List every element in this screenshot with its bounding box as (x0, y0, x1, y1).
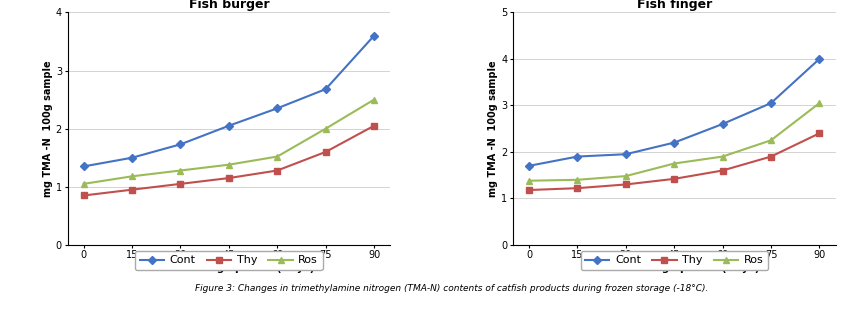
Thy (717, 169, 728, 172)
Ros (224, 163, 234, 166)
Text: Figure 3: Changes in trimethylamine nitrogen (TMA-N) contents of catfish product: Figure 3: Changes in trimethylamine nitr… (195, 284, 708, 293)
Ros (669, 162, 679, 165)
Line: Cont: Cont (526, 56, 822, 169)
Ros (369, 98, 379, 101)
Cont (78, 165, 89, 168)
Cont (669, 141, 679, 144)
Ros (78, 182, 89, 186)
Cont (369, 34, 379, 38)
Legend: Cont, Thy, Ros: Cont, Thy, Ros (581, 251, 768, 270)
Thy (620, 183, 630, 186)
Cont (766, 101, 776, 105)
Line: Ros: Ros (81, 97, 377, 187)
Thy (224, 176, 234, 180)
Ros (814, 101, 825, 105)
Line: Thy: Thy (81, 123, 377, 198)
Title: Fish burger: Fish burger (188, 0, 269, 11)
Thy (524, 188, 534, 192)
Thy (127, 188, 137, 192)
Thy (369, 124, 379, 128)
Ros (620, 174, 630, 178)
Thy (273, 169, 283, 172)
Thy (78, 194, 89, 197)
Ros (766, 138, 776, 142)
Cont (127, 156, 137, 160)
Thy (669, 177, 679, 181)
Line: Ros: Ros (526, 100, 822, 184)
Ros (176, 169, 186, 172)
Line: Cont: Cont (81, 33, 377, 169)
Ros (524, 179, 534, 183)
Cont (273, 106, 283, 110)
Cont (321, 87, 331, 91)
X-axis label: Frozen storage period (Days): Frozen storage period (Days) (143, 263, 315, 273)
Ros (321, 127, 331, 131)
Line: Thy: Thy (526, 131, 822, 193)
Cont (524, 164, 534, 168)
Cont (717, 122, 728, 126)
Cont (620, 152, 630, 156)
Y-axis label: mg TMA -N  100g sample: mg TMA -N 100g sample (43, 60, 53, 197)
Thy (321, 150, 331, 154)
Y-axis label: mg TMA -N  100g sample: mg TMA -N 100g sample (489, 60, 498, 197)
Cont (224, 124, 234, 128)
X-axis label: Frozen storage period (Days): Frozen storage period (Days) (588, 263, 760, 273)
Ros (717, 155, 728, 158)
Legend: Cont, Thy, Ros: Cont, Thy, Ros (135, 251, 322, 270)
Cont (814, 57, 825, 61)
Cont (572, 155, 582, 158)
Cont (176, 143, 186, 146)
Thy (572, 186, 582, 190)
Thy (814, 131, 825, 135)
Thy (176, 182, 186, 186)
Ros (572, 178, 582, 182)
Ros (127, 175, 137, 178)
Ros (273, 155, 283, 158)
Thy (766, 155, 776, 158)
Title: Fish finger: Fish finger (636, 0, 711, 11)
